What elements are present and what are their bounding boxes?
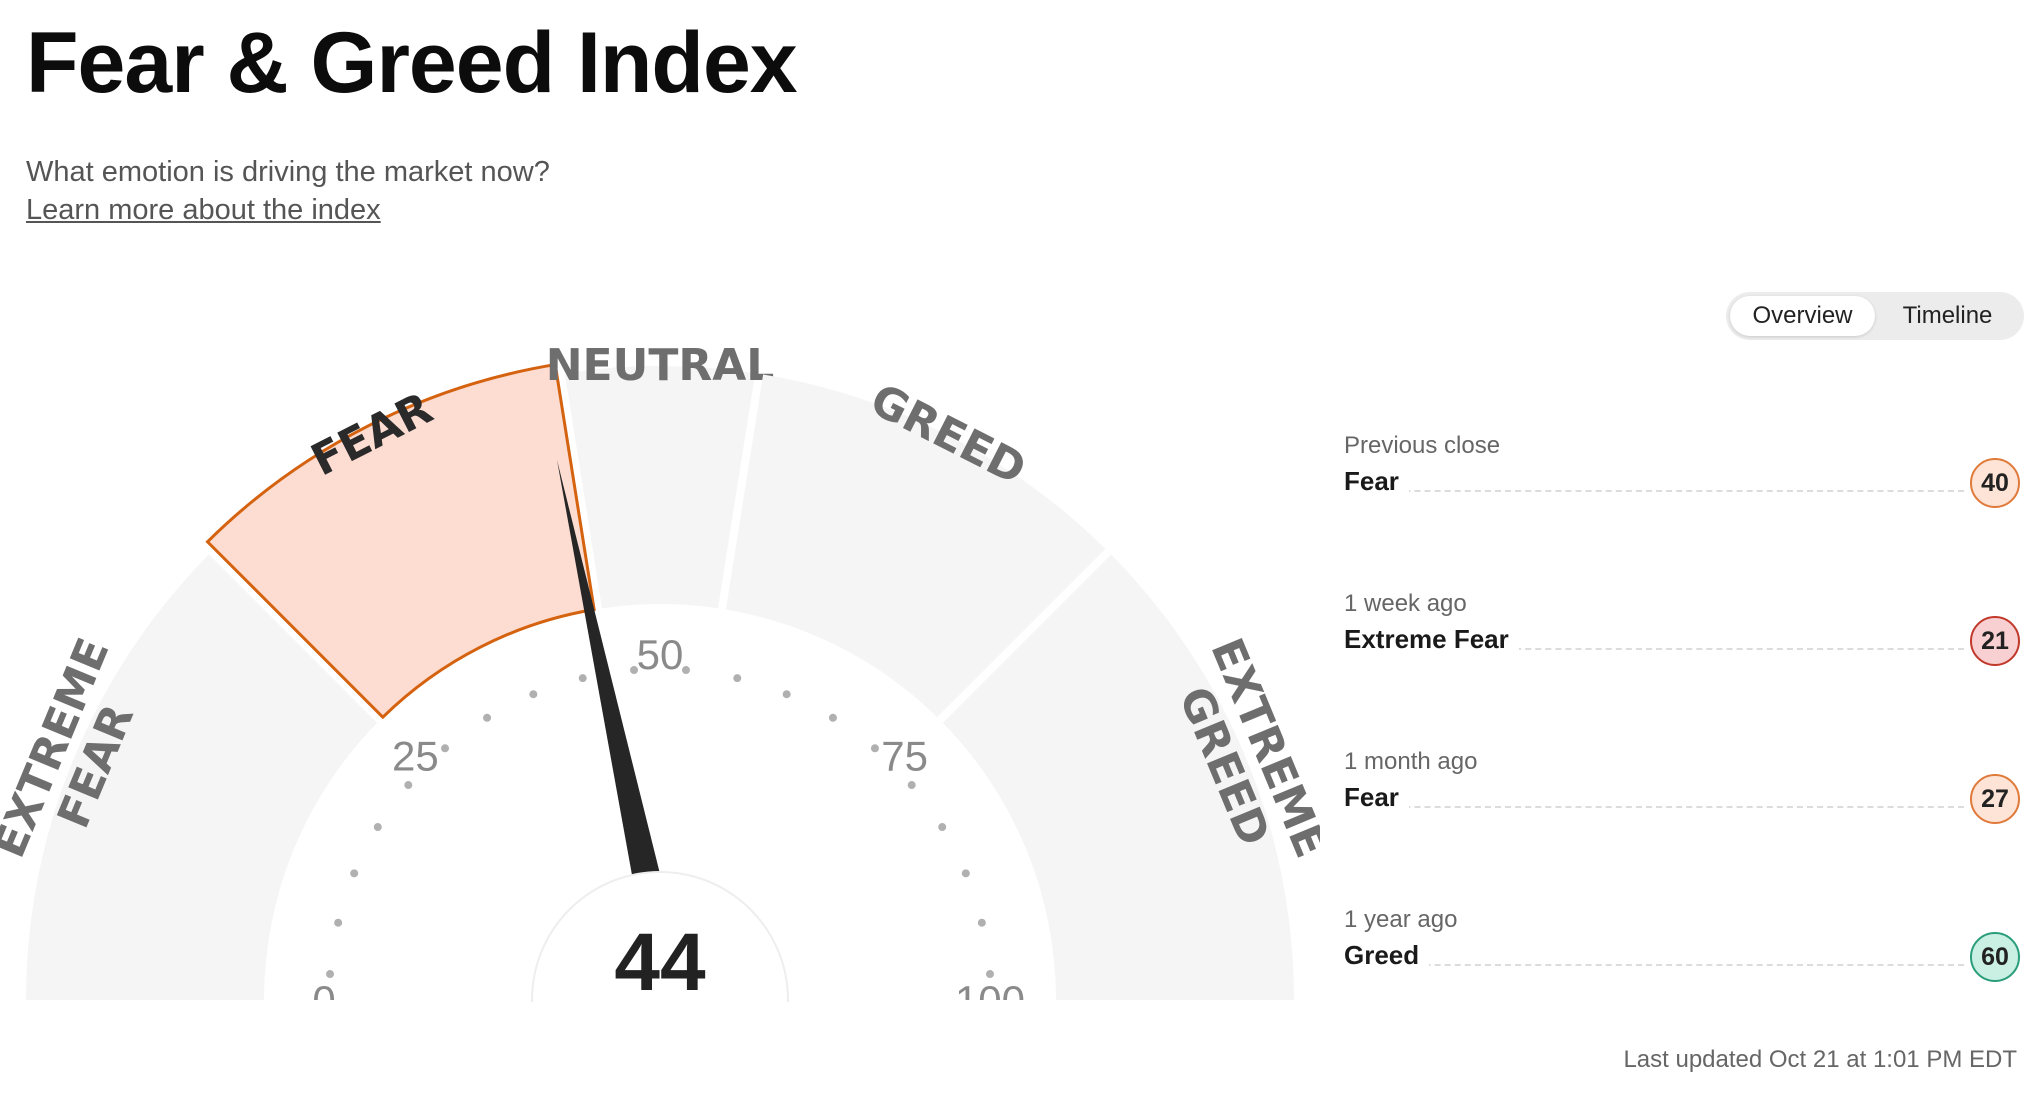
gauge-tick-dot <box>334 918 343 927</box>
history-row-previous-close: Previous close Fear 40 <box>1344 432 2020 542</box>
gauge-tick-label: 75 <box>881 732 928 779</box>
gauge-tick-dot <box>578 674 587 683</box>
gauge-segment-1 <box>205 362 596 720</box>
gauge-needle <box>556 459 676 943</box>
timeline-tab[interactable]: Timeline <box>1902 302 1993 329</box>
dotted-leader <box>1344 806 1964 808</box>
history-score-badge: 40 <box>1970 458 2020 508</box>
gauge-tick-label: 50 <box>637 631 684 678</box>
history-row-1-week: 1 week ago Extreme Fear 21 <box>1344 590 2020 700</box>
history-rating: Fear <box>1344 782 1409 813</box>
page-title: Fear & Greed Index <box>26 15 798 111</box>
overview-tab[interactable]: Overview <box>1730 296 1875 336</box>
gauge-tick-dot <box>373 823 382 832</box>
gauge-segment-0 <box>26 554 378 1000</box>
gauge-tick-dot <box>870 744 879 753</box>
gauge-segment-label-2: NEUTRAL <box>546 340 775 391</box>
history-period: 1 week ago <box>1344 590 1467 617</box>
history-row-1-year: 1 year ago Greed 60 <box>1344 906 2020 1016</box>
history-period: 1 month ago <box>1344 748 1478 775</box>
gauge-tick-dot <box>529 690 538 699</box>
view-toggle: Overview Timeline <box>1726 292 2024 340</box>
history-score-badge: 27 <box>1970 774 2020 824</box>
gauge-tick-dot <box>961 869 970 878</box>
gauge-tick-dot <box>630 666 639 675</box>
history-period: 1 year ago <box>1344 906 1458 933</box>
history-score-badge: 60 <box>1970 932 2020 982</box>
gauge-segment-4 <box>942 554 1294 1000</box>
gauge-tick-dot <box>404 781 413 790</box>
history-rating: Extreme Fear <box>1344 624 1519 655</box>
history-rating: Greed <box>1344 940 1430 971</box>
history-period: Previous close <box>1344 432 1501 459</box>
dotted-leader <box>1344 964 1964 966</box>
gauge-tick-dot <box>441 744 450 753</box>
learn-more-link[interactable]: Learn more about the index <box>26 194 381 226</box>
gauge-tick-dot <box>907 781 916 790</box>
gauge-tick-dot <box>828 713 837 722</box>
gauge-tick-dot <box>350 869 359 878</box>
gauge-tick-dot <box>782 690 791 699</box>
gauge-score: 44 <box>614 917 706 1008</box>
history-rating: Fear <box>1344 466 1409 497</box>
gauge-segment-3 <box>725 374 1106 718</box>
gauge-hub-mask <box>520 1002 800 1102</box>
gauge-tick-dot <box>483 713 492 722</box>
gauge-tick-dot <box>733 674 742 683</box>
gauge-segment-2 <box>564 366 756 609</box>
last-updated: Last updated Oct 21 at 1:01 PM EDT <box>1623 1046 2017 1073</box>
history-score-badge: 21 <box>1970 616 2020 666</box>
page-subtitle: What emotion is driving the market now? <box>26 156 550 188</box>
gauge-tick-dot <box>681 666 690 675</box>
gauge-tick-dot <box>985 970 994 979</box>
gauge-tick-label: 25 <box>392 732 439 779</box>
history-row-1-month: 1 month ago Fear 27 <box>1344 748 2020 858</box>
gauge-tick-dot <box>977 918 986 927</box>
dotted-leader <box>1344 648 1964 650</box>
dotted-leader <box>1344 490 1964 492</box>
gauge-tick-dot <box>326 970 335 979</box>
fear-greed-gauge: EXTREMEFEARFEARNEUTRALGREEDEXTREMEGREED0… <box>0 340 1320 1102</box>
gauge-tick-dot <box>938 823 947 832</box>
